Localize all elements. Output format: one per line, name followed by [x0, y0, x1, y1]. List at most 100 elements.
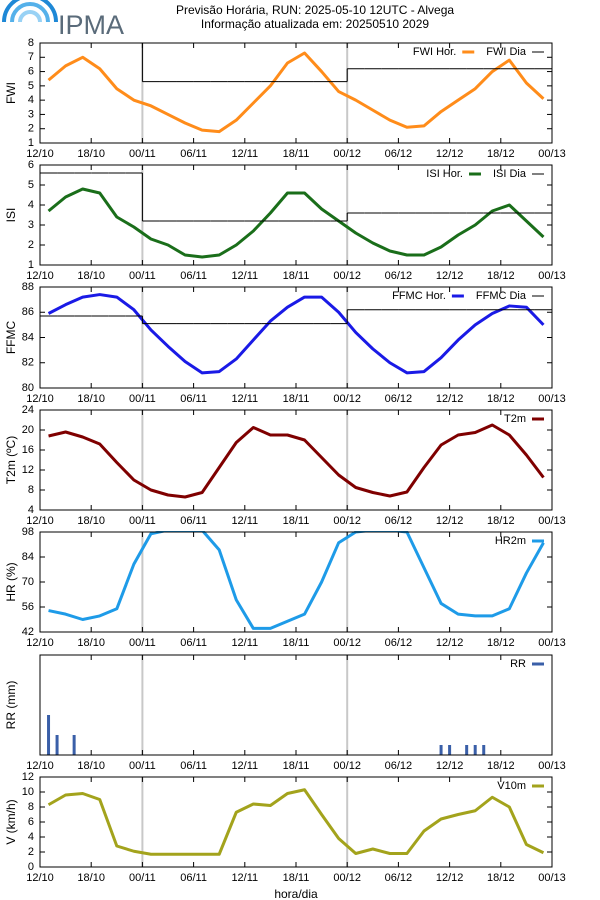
y-tick-label: 4 — [28, 199, 34, 211]
x-tick-label: 00/13 — [538, 515, 566, 527]
y-tick-label: 84 — [22, 551, 34, 563]
x-tick-label: 06/12 — [385, 270, 413, 282]
series-line — [47, 788, 545, 856]
series-line — [47, 51, 545, 134]
y-tick-label: 3 — [28, 108, 34, 120]
y-tick-label: 98 — [22, 526, 34, 538]
x-tick-label: 12/11 — [231, 637, 258, 649]
x-tick-label: 12/11 — [231, 515, 258, 527]
y-axis-label: FFMC — [4, 321, 18, 355]
panel: 42 56 70 84 98 12/10 18/10 00/11 06/11 12/11 18/11… — [4, 526, 566, 649]
y-axis-label: T2m (ºC) — [4, 436, 18, 484]
panel: 0 2 4 6 8 10 12 12/10 18/10 00/11 06/11 12/11 18/11 0… — [4, 771, 566, 900]
x-tick-label: 00/12 — [333, 637, 361, 649]
x-tick-label: 18/10 — [77, 270, 105, 282]
y-tick-label: 2 — [28, 239, 34, 251]
plot-frame — [39, 531, 553, 633]
y-tick-label: 2 — [28, 123, 34, 135]
x-tick-label: 00/12 — [333, 760, 361, 772]
y-axis-label: HR (%) — [4, 562, 18, 601]
series-line — [47, 293, 545, 375]
x-tick-label: 12/11 — [231, 148, 258, 160]
y-axis-label: V (km/h) — [4, 799, 18, 844]
legend-label: FFMC Dia — [476, 290, 527, 302]
x-tick-label: 06/12 — [385, 515, 413, 527]
x-tick-label: 12/12 — [436, 270, 464, 282]
y-tick-label: 8 — [28, 801, 34, 813]
x-tick-label: 00/13 — [538, 270, 566, 282]
x-tick-label: 18/11 — [283, 270, 310, 282]
x-tick-label: 06/11 — [180, 760, 207, 772]
x-tick-label: 18/10 — [77, 148, 105, 160]
y-tick-label: 12 — [22, 771, 34, 783]
x-tick-label: 00/13 — [538, 637, 566, 649]
x-tick-label: 00/11 — [129, 270, 156, 282]
legend-label: FFMC Hor. — [392, 290, 446, 302]
plot-frame — [39, 776, 553, 868]
x-tick-label: 18/11 — [283, 515, 310, 527]
x-tick-label: 00/13 — [538, 872, 566, 884]
y-tick-label: 6 — [28, 159, 34, 171]
legend-label: ISI Dia — [493, 168, 527, 180]
x-tick-label: 18/10 — [77, 637, 105, 649]
x-tick-label: 00/11 — [129, 148, 156, 160]
x-tick-label: 12/11 — [231, 760, 258, 772]
panel: 4 8 12 16 20 24 12/10 18/10 00/11 06/11 12/11 18/11… — [4, 404, 566, 527]
chart-subtitle: Informação atualizada em: 20250510 2029 — [201, 17, 429, 31]
x-tick-label: 18/12 — [487, 637, 515, 649]
logo-arc — [10, 2, 50, 23]
x-tick-label: 18/10 — [77, 393, 105, 405]
y-tick-label: 0 — [28, 861, 34, 873]
x-tick-label: 18/10 — [77, 872, 105, 884]
series-line — [48, 531, 545, 630]
y-tick-label: 8 — [28, 484, 34, 496]
x-tick-label: 12/12 — [436, 760, 464, 772]
y-tick-label: 1 — [28, 259, 34, 271]
x-tick-label: 06/11 — [180, 393, 207, 405]
x-tick-label: 12/10 — [26, 872, 54, 884]
panel: 1 2 3 4 5 6 7 8 12/10 18/10 00/11 06/11 12/11 18/11 00… — [4, 37, 566, 160]
x-tick-label: 18/12 — [487, 270, 515, 282]
plot-area — [40, 293, 552, 375]
y-tick-label: 56 — [22, 601, 34, 613]
plot-area — [47, 715, 486, 755]
x-tick-label: 06/12 — [385, 393, 413, 405]
legend-label: V10m — [497, 780, 526, 792]
plot-frame — [39, 42, 553, 144]
y-tick-label: 82 — [22, 357, 34, 369]
x-tick-label: 00/13 — [538, 148, 566, 160]
x-tick-label: 00/12 — [333, 270, 361, 282]
x-tick-label: 18/11 — [283, 872, 310, 884]
plot-frame — [39, 286, 553, 389]
chart-title: Previsão Horária, RUN: 2025-05-10 12UTC … — [176, 3, 454, 17]
x-tick-label: 18/11 — [283, 148, 310, 160]
y-tick-label: 80 — [22, 382, 34, 394]
x-tick-label: 12/11 — [231, 270, 258, 282]
series-line — [47, 187, 545, 259]
panel: 1 2 3 4 5 6 12/10 18/10 00/11 06/11 12/11 18/11 00/1… — [4, 159, 566, 282]
x-tick-label: 12/10 — [26, 270, 54, 282]
x-tick-label: 12/12 — [436, 872, 464, 884]
x-tick-label: 12/11 — [231, 393, 258, 405]
y-tick-label: 4 — [28, 831, 34, 843]
y-tick-label: 42 — [22, 626, 34, 638]
y-tick-label: 84 — [22, 331, 34, 343]
y-tick-label: 4 — [28, 94, 34, 106]
legend-label: ISI Hor. — [426, 168, 463, 180]
x-tick-label: 12/10 — [26, 393, 54, 405]
x-tick-label: 12/11 — [231, 872, 258, 884]
logo: IPMA — [2, 0, 124, 40]
x-axis-label: hora/dia — [274, 887, 318, 900]
y-tick-label: 88 — [22, 281, 34, 293]
x-tick-label: 00/11 — [129, 872, 156, 884]
plot-area — [40, 172, 552, 259]
plot-frame — [39, 164, 553, 266]
plot-area — [48, 531, 545, 630]
plot-area — [48, 423, 545, 499]
y-tick-label: 6 — [28, 65, 34, 77]
plot-frame — [39, 654, 553, 756]
plot-frame — [39, 409, 553, 511]
x-tick-label: 06/11 — [180, 637, 207, 649]
y-axis-label: FWI — [4, 82, 18, 104]
